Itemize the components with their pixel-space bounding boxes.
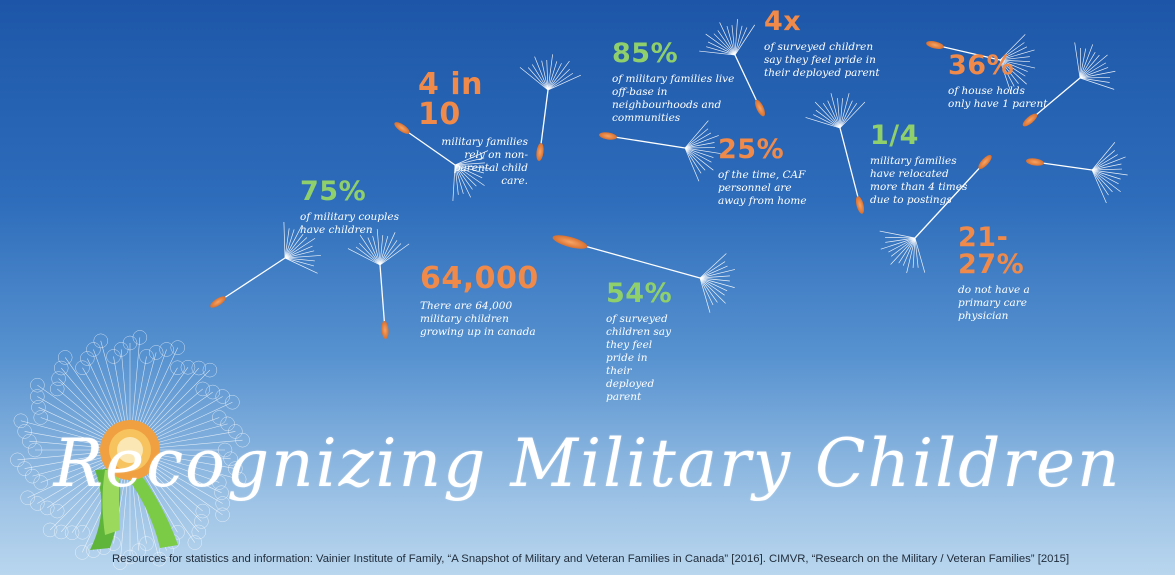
dandelion-seed-icon bbox=[1026, 142, 1128, 204]
stat-64000: 64,000 There are 64,000 military childre… bbox=[420, 264, 545, 339]
dandelion-head-icon bbox=[10, 330, 250, 570]
dandelion-seed-icon bbox=[210, 222, 321, 308]
page-title: Recognizing Military Children bbox=[53, 425, 1122, 502]
stat-text: of surveyed children say they feel pride… bbox=[764, 41, 880, 79]
stat-value: 85% bbox=[612, 38, 679, 69]
stat-text: do not have a primary care physician bbox=[958, 284, 1030, 322]
stat-75-percent: 75% of military couples have children bbox=[300, 178, 410, 237]
stat-1-in-4: 1/4 military families have relocated mor… bbox=[870, 122, 970, 207]
stat-54-percent: 54% of surveyed children say they feel p… bbox=[606, 280, 676, 404]
dandelion-seed-icon bbox=[552, 235, 736, 313]
stat-text: There are 64,000 military children growi… bbox=[420, 300, 536, 338]
dandelion-seed-icon bbox=[1022, 42, 1116, 127]
stat-4x: 4x of surveyed children say they feel pr… bbox=[764, 8, 884, 80]
stat-text: military families have relocated more th… bbox=[870, 155, 968, 206]
dandelion-seed-icon bbox=[347, 229, 410, 339]
dandelion-seed-icon bbox=[805, 93, 866, 214]
stat-value: 21-27% bbox=[958, 222, 1025, 280]
stat-value: 4x bbox=[764, 6, 802, 37]
dandelion-seed-icon bbox=[519, 54, 581, 161]
dandelion-seed-icon bbox=[599, 120, 721, 182]
dandelion-seed-icon bbox=[879, 154, 992, 274]
stat-text: of surveyed children say they feel pride… bbox=[606, 313, 671, 403]
stat-4-in-10: 4 in 10 military families rely on non-pa… bbox=[418, 70, 528, 188]
stat-value: 75% bbox=[300, 176, 367, 207]
stat-value: 54% bbox=[606, 278, 673, 309]
dandelion-seed-icon bbox=[699, 19, 765, 117]
dandelion-seed-icon bbox=[926, 34, 1036, 95]
stat-25-percent: 25% of the time, CAF personnel are away … bbox=[718, 136, 818, 208]
stat-value: 25% bbox=[718, 134, 785, 165]
stat-text: military families rely on non-parental c… bbox=[441, 136, 528, 187]
dandelion-seed-icon bbox=[394, 122, 491, 201]
stat-85-percent: 85% of military families live off-base i… bbox=[612, 40, 752, 125]
stat-value: 1/4 bbox=[870, 120, 919, 151]
stat-value: 4 in 10 bbox=[418, 67, 483, 132]
stat-text: of the time, CAF personnel are away from… bbox=[718, 169, 807, 207]
stat-value: 36% bbox=[948, 50, 1015, 81]
stat-value: 64,000 bbox=[420, 261, 539, 296]
stat-text: of military families live off-base in ne… bbox=[612, 73, 735, 124]
stat-36-percent: 36% of house holds only have 1 parent bbox=[948, 52, 1048, 111]
stat-text: of house holds only have 1 parent bbox=[948, 85, 1048, 110]
sources-footnote: Resources for statistics and information… bbox=[112, 553, 1070, 565]
stat-text: of military couples have children bbox=[300, 211, 399, 236]
stat-21-27-percent: 21-27% do not have a primary care physic… bbox=[958, 224, 1068, 323]
